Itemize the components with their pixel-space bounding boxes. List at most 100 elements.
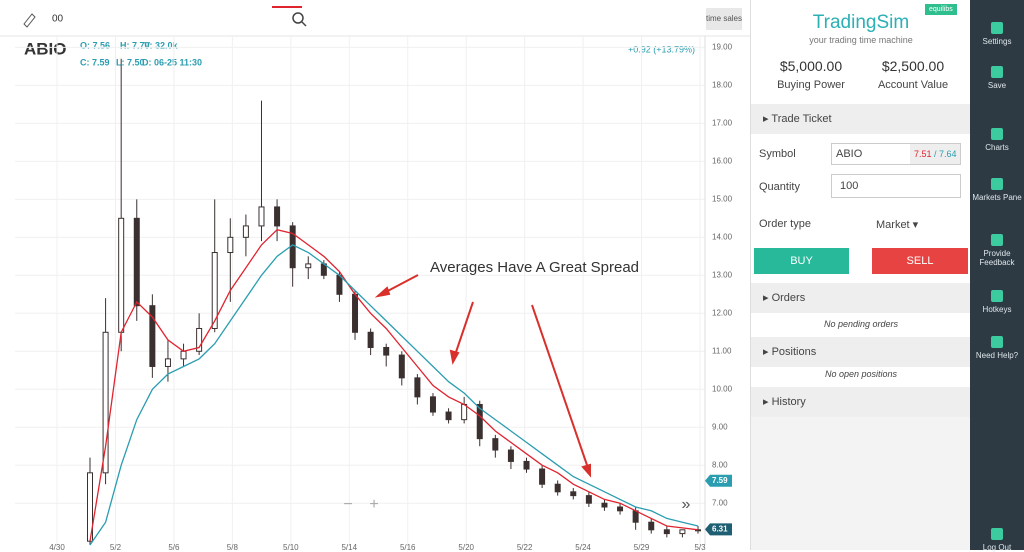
y-tick-label: 7.00 — [712, 498, 728, 507]
candle-body — [507, 449, 514, 462]
orders-empty: No pending orders — [823, 319, 899, 329]
buy-button[interactable]: BUY — [754, 248, 849, 274]
candle-body — [492, 438, 499, 451]
candle-body — [554, 483, 561, 493]
x-tick-label: 5/10 — [283, 543, 299, 550]
quantity-input[interactable]: 100 — [831, 174, 961, 198]
positions-header[interactable]: ▸ Positions — [751, 337, 971, 367]
y-tick-label: 15.00 — [712, 194, 733, 203]
nav-label: Charts — [985, 143, 1009, 152]
nav-icon — [991, 22, 1003, 34]
moving-average — [89, 244, 699, 546]
ohlc-low: L: 7.50 — [116, 57, 145, 67]
nav-item[interactable]: Need Help? — [970, 336, 1024, 360]
x-tick-label: 5/3 — [694, 543, 706, 550]
search-icon — [301, 21, 307, 27]
symbol-label: Symbol — [759, 148, 796, 160]
x-tick-label: 5/8 — [227, 543, 239, 550]
search-icon[interactable] — [292, 12, 304, 24]
quote: 7.51 / 7.64 — [910, 144, 960, 164]
orders: ▸ Orders — [763, 292, 806, 304]
symbol-input[interactable]: ABIO 7.51 / 7.64 — [831, 143, 961, 165]
y-tick-label: 8.00 — [712, 460, 728, 469]
candle-body — [274, 206, 281, 227]
y-tick-label: 10.00 — [712, 384, 733, 393]
nav-item[interactable]: Hotkeys — [970, 290, 1024, 314]
nav-icon — [991, 336, 1003, 348]
scroll-end[interactable]: » — [682, 496, 691, 513]
candle-body — [679, 529, 686, 535]
order-type-label: Order type — [759, 218, 811, 230]
nav-item[interactable]: Log Out — [970, 528, 1024, 552]
brand: TradingSim — [812, 12, 910, 33]
symbol-value: ABIO — [836, 148, 863, 160]
ohlc-volume: V: 32.0k — [144, 40, 179, 50]
x-tick-label: 5/16 — [400, 543, 416, 550]
time-sales-label[interactable]: time sales — [706, 14, 742, 23]
ohlc-open: O: 7.56 — [80, 40, 110, 50]
candle-body — [383, 346, 390, 356]
zoom-out[interactable]: − — [343, 496, 352, 513]
moving-average — [89, 228, 699, 542]
zoom-in[interactable]: + — [369, 496, 378, 513]
annotation-arrows — [374, 274, 591, 478]
ohlc-date: D: 06-25 11:30 — [142, 57, 202, 67]
candle-body — [367, 331, 374, 348]
candle-body — [305, 263, 312, 269]
nav-item[interactable]: Provide Feedback — [970, 234, 1024, 267]
y-tick-label: 17.00 — [712, 118, 733, 127]
sidebar-fill — [751, 417, 971, 550]
pencil-icon[interactable] — [23, 13, 36, 28]
search-input[interactable]: 00 — [52, 14, 64, 25]
y-tick-label: 19.00 — [712, 43, 733, 52]
candle-body — [585, 495, 592, 504]
quantity-label: Quantity — [759, 181, 800, 193]
x-tick-label: 4/30 — [49, 543, 65, 550]
orders-header[interactable]: ▸ Orders — [751, 283, 971, 313]
annotation: Averages Have A Great Spread — [430, 259, 639, 276]
nav-label: Hotkeys — [982, 305, 1012, 314]
candle-body — [445, 411, 452, 421]
candle-body — [336, 274, 343, 295]
y-tick-label: 11.00 — [712, 346, 732, 355]
y-tick-label: 14.00 — [712, 232, 733, 241]
x-tick-label: 5/2 — [110, 543, 122, 550]
candle-body — [523, 460, 530, 470]
candle-body — [227, 236, 234, 254]
nav-icon — [991, 128, 1003, 140]
order-type[interactable]: Market ▾ — [876, 219, 919, 231]
candle-body — [398, 354, 405, 379]
candle-body — [196, 327, 203, 352]
nav-icon — [991, 234, 1003, 246]
nav-item[interactable]: Charts — [970, 128, 1024, 152]
nav-item[interactable]: Settings — [970, 22, 1024, 46]
ask: / 7.64 — [934, 149, 957, 159]
nav-item[interactable]: Markets Pane — [970, 178, 1024, 202]
nav-icon — [991, 290, 1003, 302]
sell-button[interactable]: SELL — [872, 248, 968, 274]
candle-body — [648, 521, 655, 531]
x-tick-label: 5/20 — [458, 543, 474, 550]
ohlc-close: C: 7.59 — [80, 57, 110, 67]
nav-label: Need Help? — [975, 351, 1019, 360]
candle-body — [352, 293, 359, 333]
buying-power-label: Buying Power — [777, 79, 845, 91]
quantity: 100 — [840, 180, 859, 192]
history: ▸ History — [763, 396, 806, 408]
history-header[interactable]: ▸ History — [751, 387, 971, 417]
account-value: $2,500.00 — [881, 58, 945, 74]
price-tag-label: 7.59 — [712, 476, 728, 485]
nav-item[interactable]: Save — [970, 66, 1024, 90]
nav-label: Markets Pane — [972, 193, 1022, 202]
trade-ticket-header[interactable]: ▸ Trade Ticket — [751, 104, 971, 134]
candle-body — [133, 217, 140, 307]
price-tag-label: 6.31 — [712, 525, 728, 534]
nav-label: Provide Feedback — [979, 249, 1015, 267]
time-sales-button[interactable] — [706, 8, 742, 30]
x-tick-label: 5/29 — [634, 543, 650, 550]
nav-icon — [991, 528, 1003, 540]
nav-icon — [991, 178, 1003, 190]
ohlc-high: H: 7.70 — [120, 40, 150, 50]
account-value-label: Account Value — [877, 79, 949, 91]
price-tag — [705, 474, 732, 487]
